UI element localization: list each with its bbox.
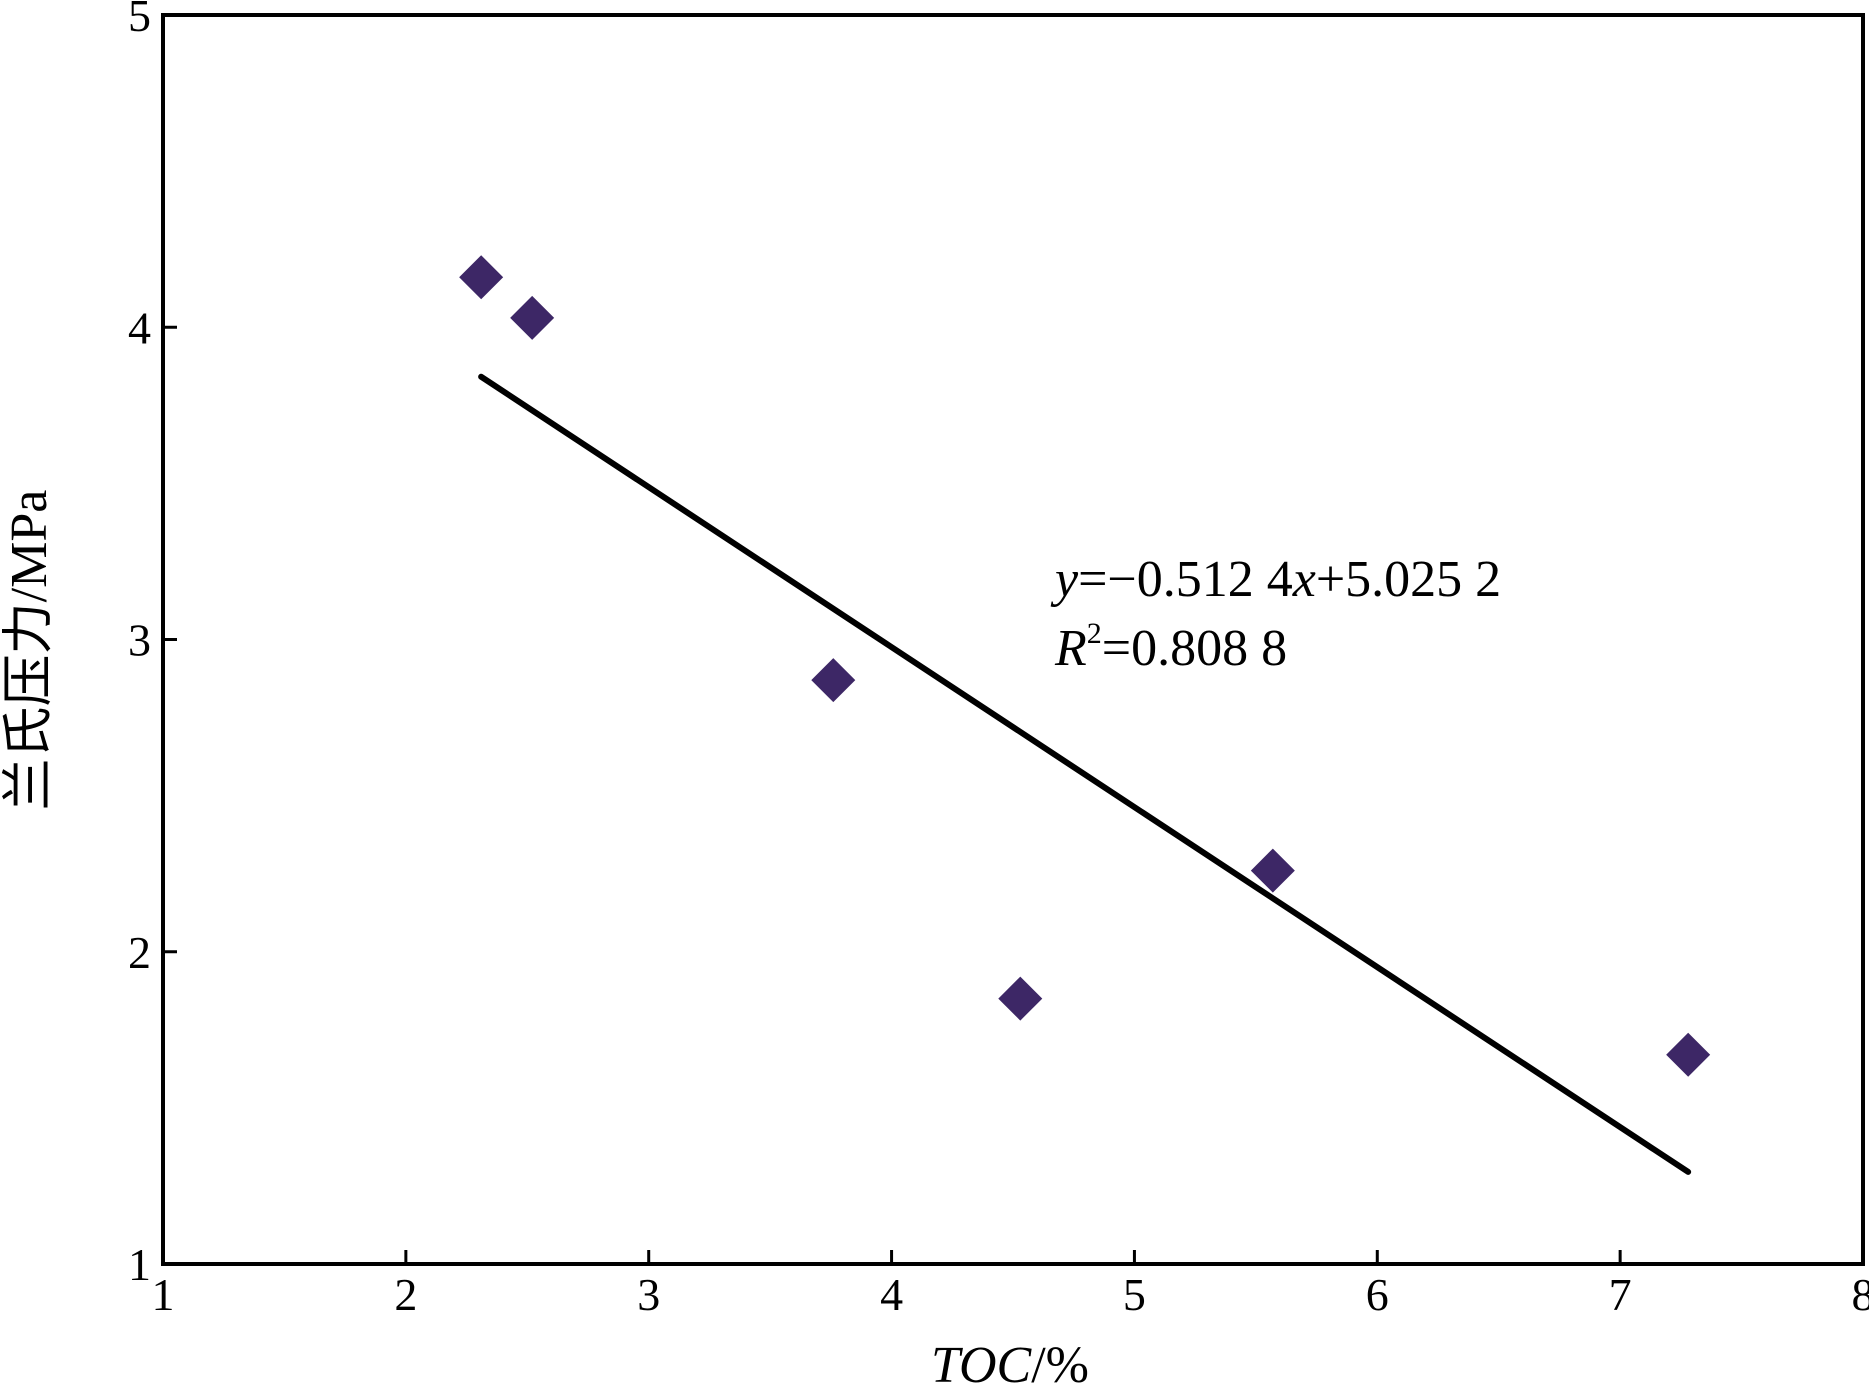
y-tick-label: 4	[128, 302, 151, 353]
data-point	[510, 295, 555, 340]
data-point	[459, 255, 504, 300]
r-squared: R2=0.808 8	[1054, 617, 1287, 677]
data-point	[1666, 1032, 1711, 1077]
y-axis-title: 兰氏压力/MPa	[1, 490, 58, 811]
data-points	[459, 255, 1711, 1077]
y-tick-label: 3	[128, 615, 151, 666]
equation-part-1: =−0.512 4	[1078, 551, 1293, 608]
x-tick-label: 7	[1609, 1269, 1632, 1320]
x-tick-label: 1	[152, 1269, 175, 1320]
equation-x-symbol: x	[1292, 551, 1316, 608]
y-tick-label: 1	[128, 1239, 151, 1290]
x-axis-title-unit: /%	[1031, 1337, 1089, 1391]
x-axis-title-variable: TOC	[931, 1337, 1033, 1391]
x-tick-label: 2	[394, 1269, 417, 1320]
regression-equation: y=−0.512 4x+5.025 2	[1050, 551, 1501, 608]
x-tick-label: 5	[1123, 1269, 1146, 1320]
data-point	[998, 976, 1043, 1021]
y-tick-label: 5	[128, 0, 151, 41]
x-axis-tick-labels: 1 2 3 4 5 6 7 8	[152, 1269, 1869, 1320]
x-axis-title: TOC/%	[931, 1337, 1089, 1391]
y-axis-ticks	[163, 325, 177, 954]
data-point	[1250, 848, 1295, 893]
x-tick-label: 4	[880, 1269, 903, 1320]
equation-y-symbol: y	[1050, 551, 1079, 608]
x-axis-ticks	[404, 1250, 1622, 1264]
y-axis-tick-labels: 1 2 3 4 5	[128, 0, 151, 1290]
equation-part-2: +5.025 2	[1316, 551, 1501, 608]
data-point	[811, 658, 856, 703]
r-squared-value: =0.808 8	[1102, 620, 1287, 677]
x-tick-label: 3	[637, 1269, 660, 1320]
plot-frame	[161, 13, 1865, 1266]
r-squared-superscript: 2	[1087, 617, 1102, 650]
x-tick-label: 6	[1366, 1269, 1389, 1320]
trendline	[478, 373, 1692, 1175]
x-tick-label: 8	[1852, 1269, 1869, 1320]
y-tick-label: 2	[128, 927, 151, 978]
r-squared-letter: R	[1054, 620, 1087, 677]
